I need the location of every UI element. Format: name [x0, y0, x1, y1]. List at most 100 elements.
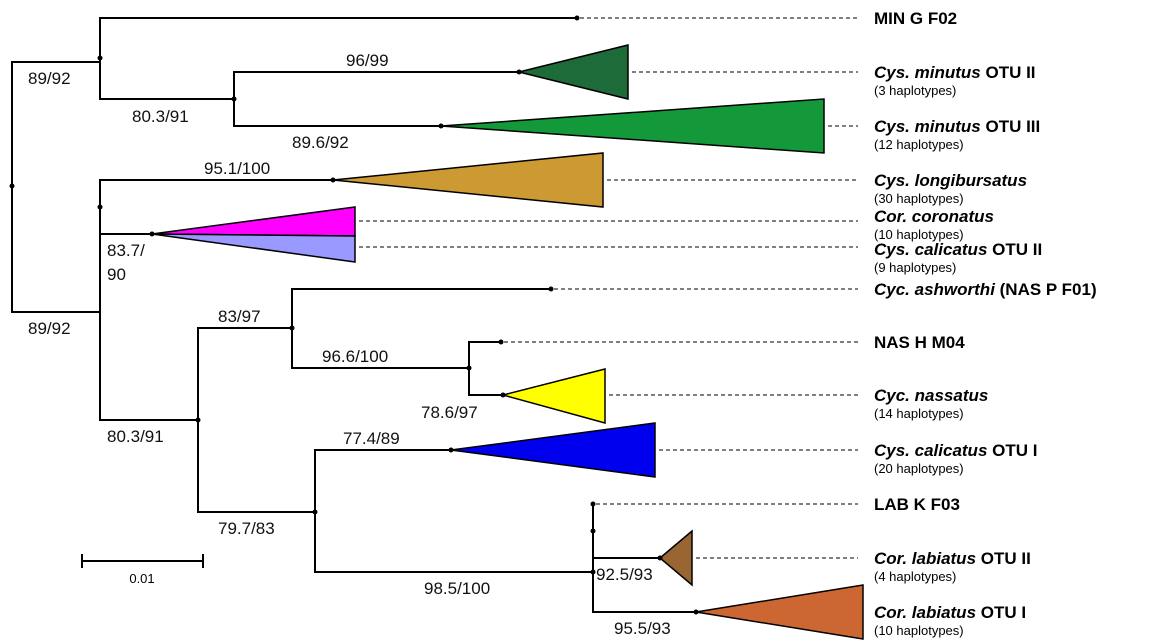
node-dot — [466, 365, 472, 371]
haplotype-count: (4 haplotypes) — [874, 569, 956, 584]
taxon-name: NAS H M04 — [874, 333, 965, 352]
node-dot — [500, 392, 506, 398]
taxon-longibursatus: Cys. longibursatus — [874, 171, 1027, 190]
taxon-calicatus1: Cys. calicatus OTU I — [874, 441, 1037, 460]
taxon-species: Cys. minutus — [874, 63, 981, 82]
leader-lines — [359, 17, 858, 559]
haplotype-count: (14 haplotypes) — [874, 406, 964, 421]
support-label: 78.6/97 — [421, 403, 478, 422]
scale-bar-line — [81, 554, 204, 568]
node-dot — [195, 417, 201, 423]
taxon-minutus3: Cys. minutus OTU III — [874, 117, 1040, 136]
support-label: 96/99 — [346, 51, 389, 70]
support-label: 83/97 — [218, 307, 261, 326]
support-label: 89/92 — [28, 69, 71, 88]
node-dot — [149, 231, 155, 237]
node-dot — [516, 69, 522, 75]
node-dot — [330, 177, 336, 183]
triangle-labiatus2 — [658, 529, 693, 587]
support-label: 83.7/ — [107, 241, 145, 260]
support-label: 96.6/100 — [322, 347, 388, 366]
node-dots — [9, 15, 699, 615]
support-label: 90 — [107, 265, 126, 284]
collapsed-clades — [151, 44, 864, 640]
taxon-nassatus: Cyc. nassatus — [874, 386, 988, 405]
taxon-labiatus2: Cor. labiatus OTU II — [874, 549, 1031, 568]
taxon-otu: OTU I — [987, 441, 1037, 460]
node-dot — [289, 325, 295, 331]
taxon-otu: OTU III — [981, 117, 1041, 136]
node-dot — [97, 204, 103, 210]
triangle-labiatus1 — [695, 584, 864, 640]
node-dot — [448, 447, 454, 453]
triangle-minutus2 — [518, 44, 629, 100]
taxon-lab-k: LAB K F03 — [874, 495, 960, 514]
taxon-calicatus2: Cys. calicatus OTU II — [874, 240, 1042, 259]
taxon-ashworthi: Cyc. ashworthi (NAS P F01) — [874, 280, 1097, 299]
support-label: 89.6/92 — [292, 133, 349, 152]
node-dot — [693, 609, 699, 615]
node-dot — [498, 339, 504, 345]
scale-bar: 0.01 — [81, 554, 204, 586]
node-dot — [590, 501, 596, 507]
taxon-otu: OTU II — [987, 240, 1042, 259]
taxon-nas-h: NAS H M04 — [874, 333, 965, 352]
triangle-calicatus1 — [450, 422, 656, 478]
support-label: 80.3/91 — [132, 107, 189, 126]
node-dot — [438, 123, 444, 129]
haplotype-count: (10 haplotypes) — [874, 227, 964, 242]
triangle-coronatus — [151, 206, 356, 237]
taxon-species: Cys. longibursatus — [874, 171, 1027, 190]
taxon-otu: OTU I — [976, 603, 1026, 622]
triangle-longibursatus — [332, 152, 604, 208]
node-dot — [548, 286, 554, 292]
node-dot — [9, 183, 15, 189]
support-label: 80.3/91 — [107, 427, 164, 446]
taxon-isolate: (NAS P F01) — [995, 280, 1097, 299]
triangle-minutus3 — [440, 98, 825, 154]
taxon-species: Cys. calicatus — [874, 441, 987, 460]
taxon-species: Cys. minutus — [874, 117, 981, 136]
support-values: 89/92 89/92 80.3/91 96/99 89.6/92 95.1/1… — [28, 51, 671, 638]
node-dot — [97, 55, 103, 61]
scale-bar-label: 0.01 — [129, 571, 154, 586]
node-dot — [590, 528, 596, 534]
node-dot — [590, 569, 596, 575]
taxon-species: Cor. labiatus — [874, 603, 976, 622]
taxon-minutus2: Cys. minutus OTU II — [874, 63, 1036, 82]
taxon-labiatus1: Cor. labiatus OTU I — [874, 603, 1026, 622]
taxon-species: Cor. labiatus — [874, 549, 976, 568]
node-dot — [312, 509, 318, 515]
tree-branches — [11, 17, 697, 613]
support-label: 95.5/93 — [614, 619, 671, 638]
haplotype-count: (30 haplotypes) — [874, 191, 964, 206]
node-dot — [231, 96, 237, 102]
taxon-species: Cys. calicatus — [874, 240, 987, 259]
haplotype-count: (9 haplotypes) — [874, 260, 956, 275]
support-label: 79.7/83 — [218, 519, 275, 538]
support-label: 95.1/100 — [204, 159, 270, 178]
taxon-labels: MIN G F02 Cys. minutus OTU II (3 haploty… — [874, 9, 1097, 638]
taxon-species: Cor. coronatus — [874, 207, 994, 226]
taxon-species: Cyc. nassatus — [874, 386, 988, 405]
taxon-otu: OTU II — [981, 63, 1036, 82]
taxon-name: LAB K F03 — [874, 495, 960, 514]
support-label: 98.5/100 — [424, 579, 490, 598]
node-dot — [657, 555, 663, 561]
triangle-calicatus2 — [151, 233, 356, 263]
support-label: 89/92 — [28, 319, 71, 338]
triangle-nassatus — [500, 368, 606, 424]
haplotype-count: (3 haplotypes) — [874, 83, 956, 98]
taxon-coronatus: Cor. coronatus — [874, 207, 994, 226]
taxon-species: Cyc. ashworthi — [874, 280, 996, 299]
taxon-name: MIN G F02 — [874, 9, 957, 28]
taxon-min-g: MIN G F02 — [874, 9, 957, 28]
taxon-otu: OTU II — [976, 549, 1031, 568]
haplotype-count: (10 haplotypes) — [874, 623, 964, 638]
haplotype-count: (20 haplotypes) — [874, 461, 964, 476]
node-dot — [574, 15, 580, 21]
haplotype-count: (12 haplotypes) — [874, 137, 964, 152]
support-label: 77.4/89 — [343, 429, 400, 448]
support-label: 92.5/93 — [596, 565, 653, 584]
